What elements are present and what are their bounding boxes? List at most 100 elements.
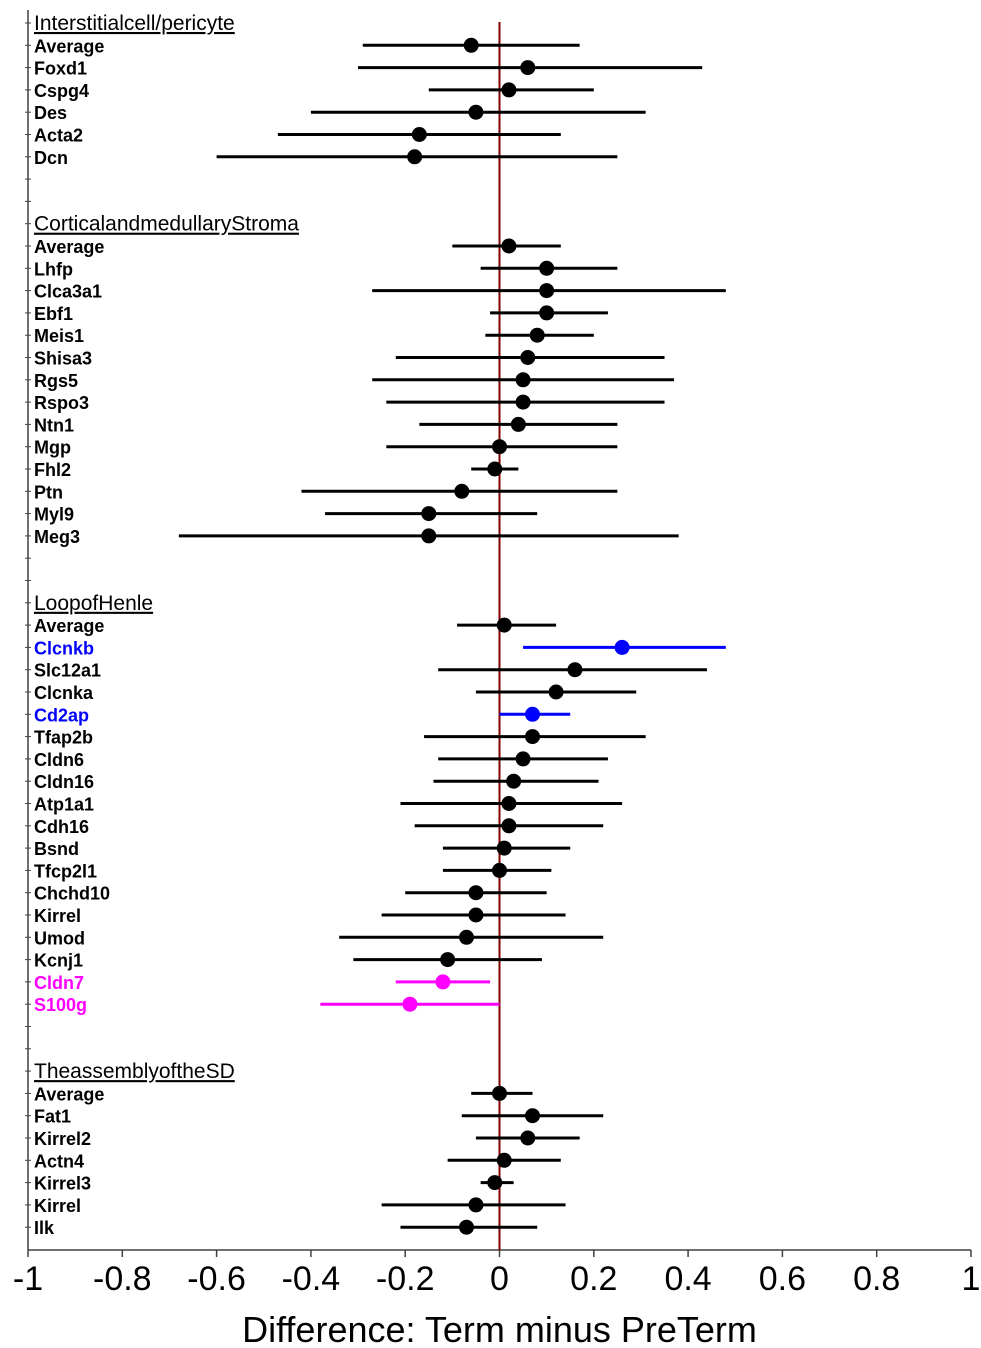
estimate-point	[440, 952, 456, 968]
estimate-point	[496, 617, 512, 633]
row-label: Rgs5	[34, 371, 78, 391]
row-label: Tfcp2l1	[34, 861, 97, 881]
estimate-point	[468, 885, 484, 901]
row-label: Ptn	[34, 482, 63, 502]
row-label: Atp1a1	[34, 795, 94, 815]
row-label: Bsnd	[34, 839, 79, 859]
row-label: Umod	[34, 928, 85, 948]
row-label: Cldn16	[34, 772, 94, 792]
estimate-point	[463, 37, 479, 53]
row-label: Ebf1	[34, 304, 73, 324]
estimate-point	[501, 818, 517, 834]
estimate-point	[421, 528, 437, 544]
estimate-point	[496, 1152, 512, 1168]
estimate-point	[468, 1197, 484, 1213]
estimate-point	[510, 416, 526, 432]
row-label: Clca3a1	[34, 282, 102, 302]
estimate-point	[539, 305, 555, 321]
row-label: Rspo3	[34, 393, 89, 413]
row-label: Cspg4	[34, 81, 89, 101]
row-label: Average	[34, 616, 104, 636]
estimate-point	[501, 82, 517, 98]
group-title: CorticalandmedullaryStroma	[34, 213, 299, 236]
x-tick-label: 0.8	[853, 1260, 900, 1298]
estimate-point	[487, 1175, 503, 1191]
row-label: Average	[34, 1084, 104, 1104]
x-tick-label: -0.2	[376, 1260, 435, 1298]
estimate-point	[454, 483, 470, 499]
row-label: Cd2ap	[34, 705, 89, 725]
row-label: Des	[34, 103, 67, 123]
row-label: Lhfp	[34, 259, 73, 279]
estimate-point	[468, 104, 484, 120]
row-label: Acta2	[34, 126, 83, 146]
estimate-point	[567, 662, 583, 678]
estimate-point	[487, 461, 503, 477]
row-label: Foxd1	[34, 59, 87, 79]
row-label: Dcn	[34, 148, 68, 168]
estimate-point	[501, 238, 517, 254]
estimate-point	[492, 862, 507, 878]
estimate-point	[411, 127, 427, 142]
x-tick-label: -1	[13, 1260, 43, 1298]
estimate-point	[529, 327, 545, 343]
row-label: Clcnkb	[34, 638, 94, 658]
row-label: Myl9	[34, 505, 74, 525]
estimate-point	[496, 840, 512, 856]
estimate-point	[515, 394, 531, 410]
estimate-point	[402, 996, 418, 1012]
estimate-point	[506, 773, 522, 789]
x-tick-label: -0.6	[187, 1260, 246, 1298]
row-label: Ilk	[34, 1218, 55, 1238]
estimate-point	[515, 372, 531, 388]
estimate-point	[458, 929, 474, 945]
group-title: Interstitialcell/pericyte	[34, 12, 235, 35]
estimate-point	[421, 506, 437, 522]
group-title: TheassemblyoftheSD	[34, 1060, 235, 1083]
estimate-point	[492, 1085, 507, 1101]
row-label: Cldn7	[34, 973, 84, 993]
x-tick-label: -0.4	[282, 1260, 341, 1298]
row-label: Kirrel3	[34, 1174, 91, 1194]
group-title: LoopofHenle	[34, 592, 153, 615]
row-label: Mgp	[34, 438, 71, 458]
estimate-point	[548, 684, 564, 700]
row-label: Chchd10	[34, 884, 110, 904]
x-tick-label: 0.6	[759, 1260, 806, 1298]
row-label: Cldn6	[34, 750, 84, 770]
estimate-point	[539, 283, 555, 299]
row-label: Kirrel	[34, 906, 81, 926]
row-label: Shisa3	[34, 349, 92, 369]
estimate-point	[492, 439, 507, 455]
row-label: Meg3	[34, 527, 80, 547]
row-label: Tfap2b	[34, 728, 93, 748]
estimate-point	[525, 729, 541, 745]
x-tick-label: 0	[490, 1260, 509, 1298]
estimate-point	[501, 796, 517, 811]
x-tick-label: 0.2	[570, 1260, 617, 1298]
estimate-point	[520, 60, 536, 76]
estimate-point	[525, 706, 541, 722]
estimate-point	[520, 1130, 536, 1146]
estimate-point	[525, 1108, 541, 1124]
estimate-point	[458, 1219, 474, 1235]
estimate-point	[539, 260, 555, 276]
row-label: Average	[34, 237, 104, 257]
row-label: Average	[34, 36, 104, 56]
estimate-point	[468, 907, 484, 923]
row-label: Meis1	[34, 326, 84, 346]
row-label: Kirrel2	[34, 1129, 91, 1149]
estimate-point	[515, 751, 531, 767]
estimate-point	[435, 974, 451, 990]
x-tick-label: 1	[962, 1260, 981, 1298]
estimate-point	[520, 350, 536, 365]
estimate-point	[614, 639, 630, 655]
row-label: Actn4	[34, 1151, 84, 1171]
row-label: Fat1	[34, 1107, 71, 1127]
row-label: Fhl2	[34, 460, 71, 480]
row-label: Slc12a1	[34, 661, 101, 681]
x-tick-label: 0.4	[664, 1260, 711, 1298]
x-tick-label: -0.8	[93, 1260, 152, 1298]
